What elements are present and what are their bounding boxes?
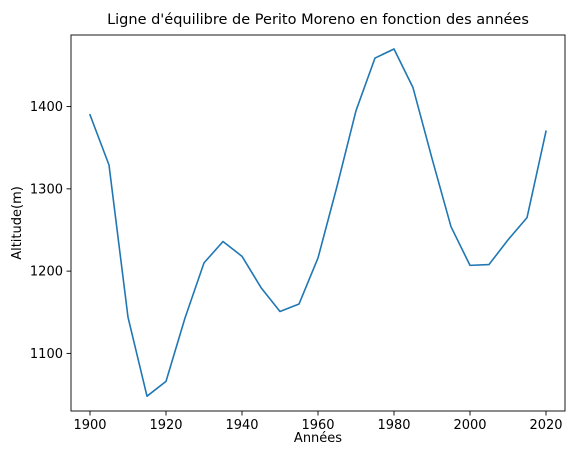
x-tick-label: 1920 <box>149 418 182 433</box>
series-line-0 <box>88 48 547 397</box>
x-tick-label: 2000 <box>453 418 486 433</box>
y-tick-label: 1200 <box>30 265 63 280</box>
x-axis-title: Années <box>294 431 342 446</box>
x-tick-label: 1940 <box>225 418 258 433</box>
plot-area: 1900 1920 1940 1960 1980 2000 2020 1100 1200 1300… <box>30 34 566 433</box>
x-tick-label: 1960 <box>301 418 334 433</box>
x-tick-label: 2020 <box>529 418 562 433</box>
y-tick-label: 1100 <box>30 347 63 362</box>
y-axis-title: Altitude(m) <box>10 186 25 260</box>
y-tick-label: 1300 <box>30 182 63 197</box>
x-tick-label: 1980 <box>377 418 410 433</box>
x-tick-label: 1900 <box>73 418 106 433</box>
y-tick-label: 1400 <box>30 100 63 115</box>
chart-title: Ligne d'équilibre de Perito Moreno en fo… <box>107 12 529 28</box>
